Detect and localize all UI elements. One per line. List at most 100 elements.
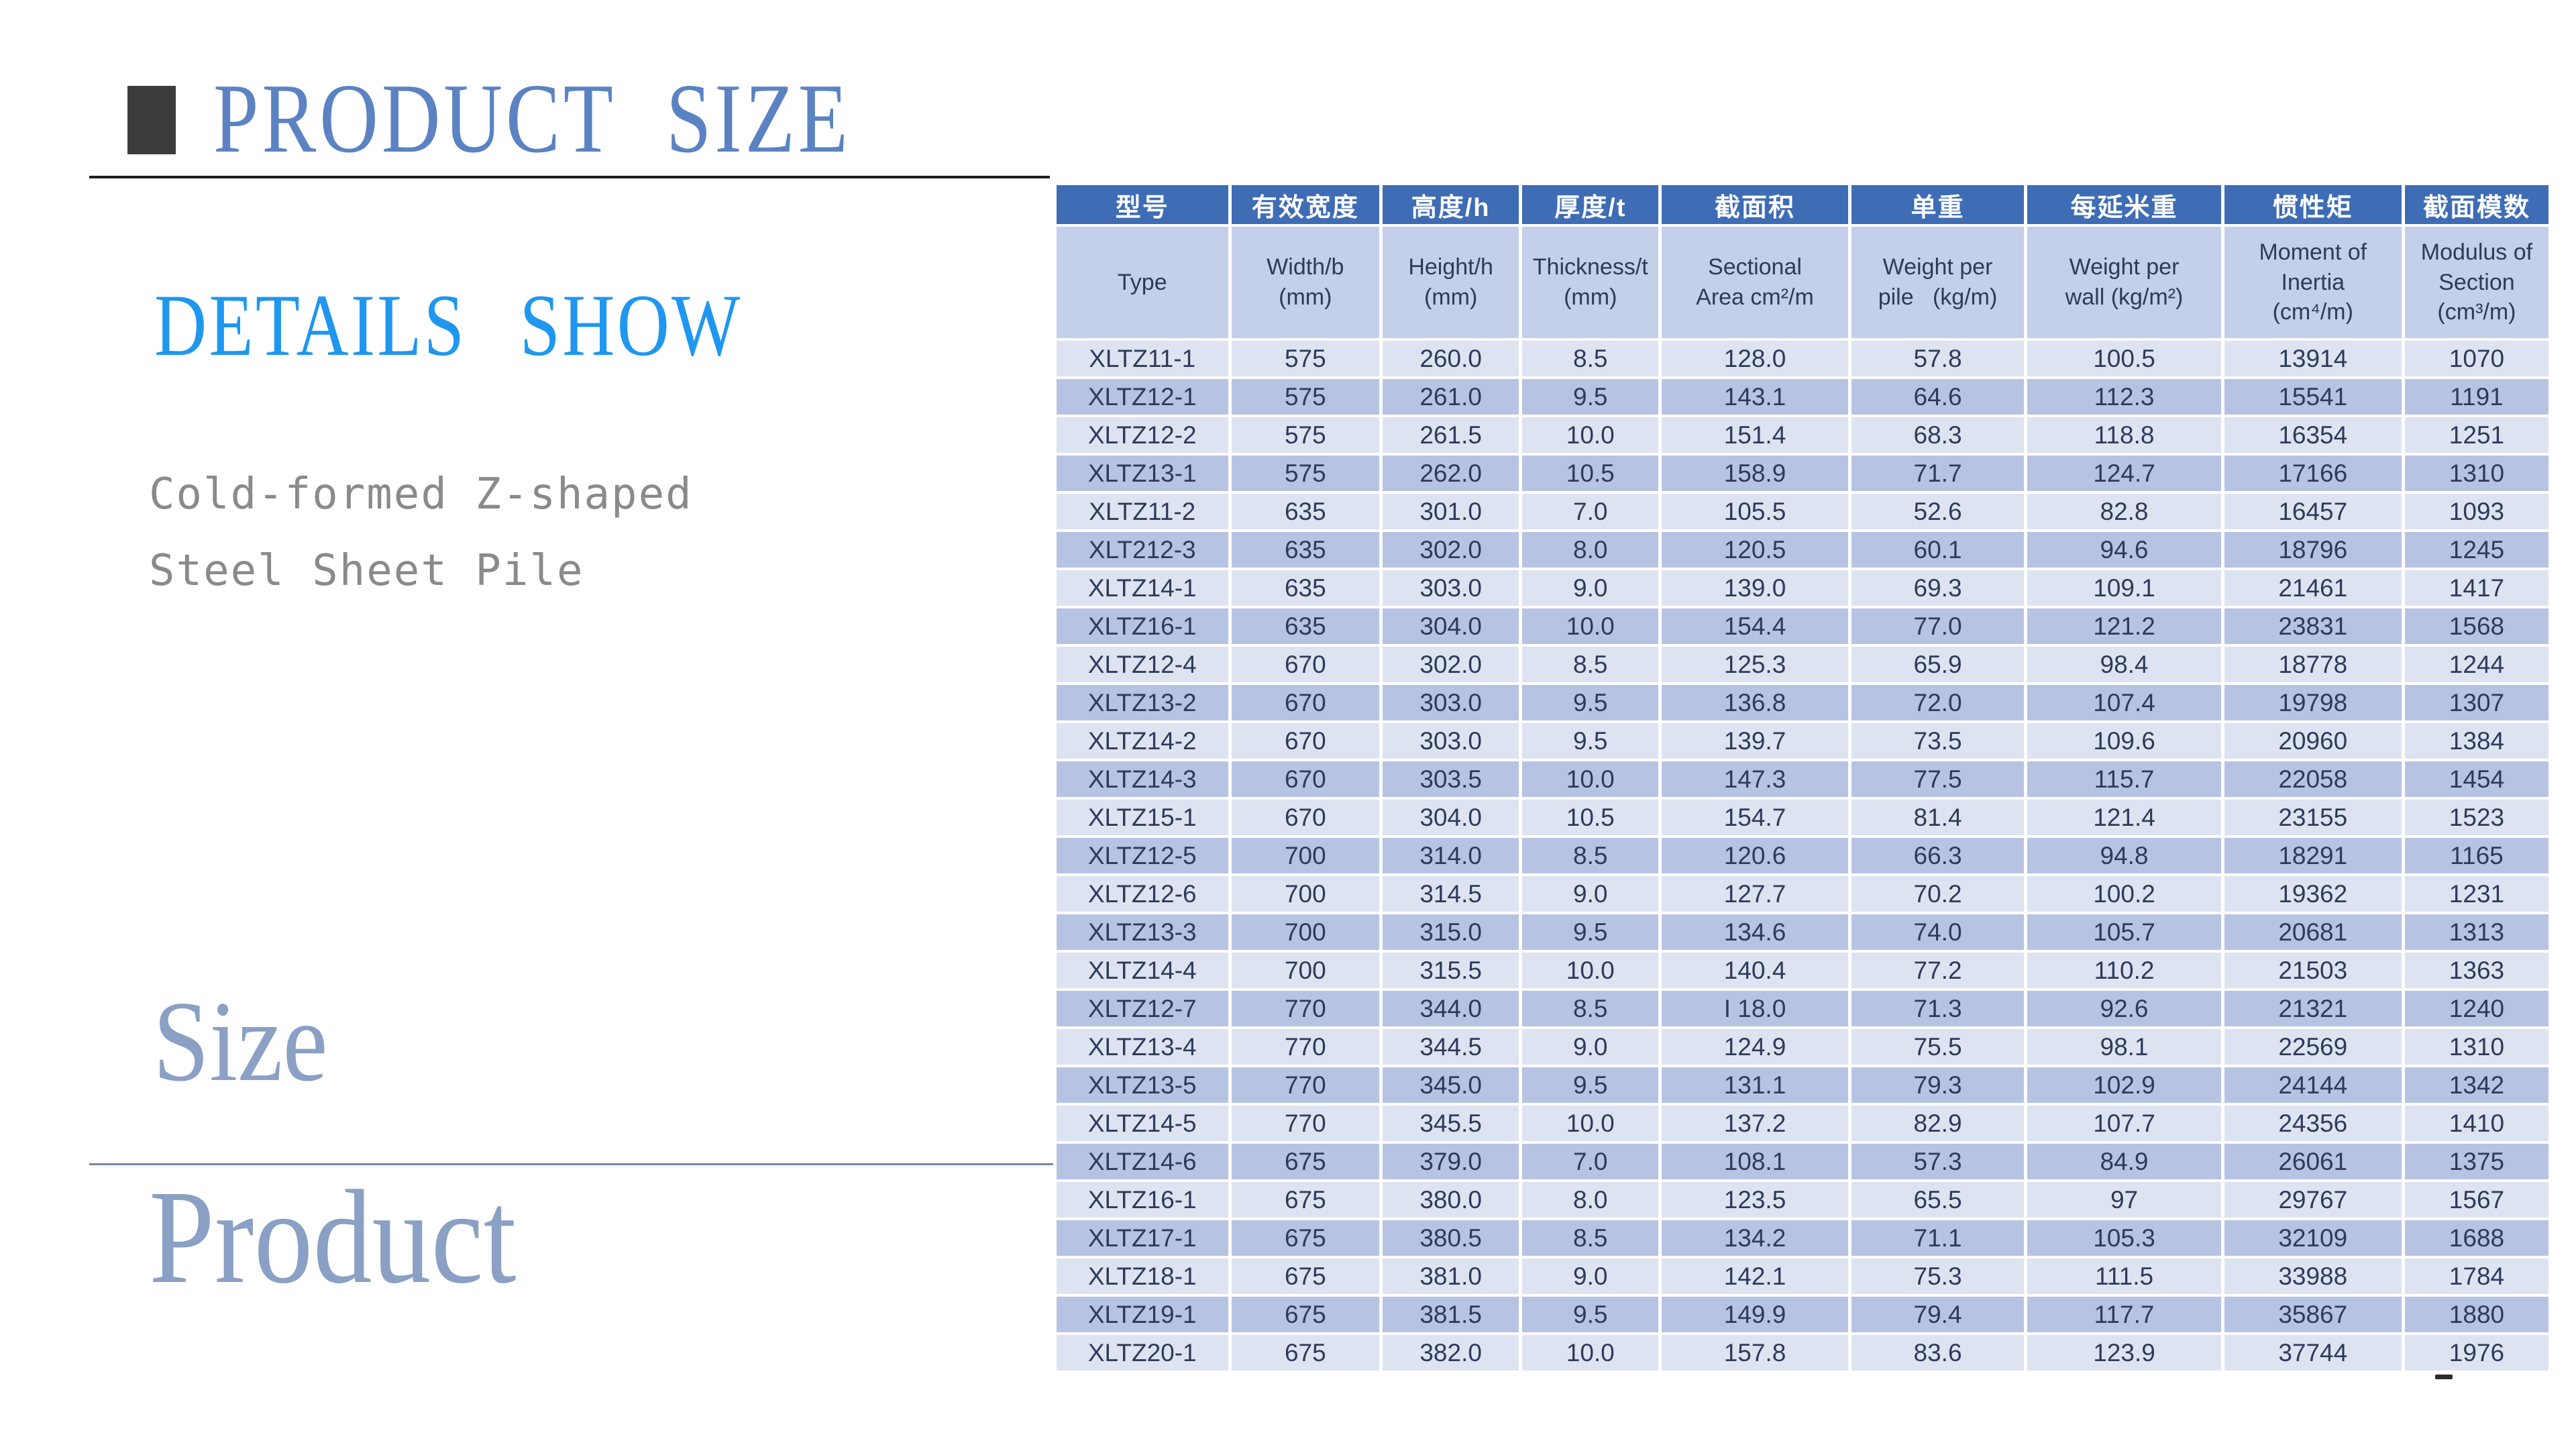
value-cell: 142.1 xyxy=(1662,1258,1848,1294)
value-cell: 65.9 xyxy=(1851,647,2025,682)
type-cell: XLTZ13-2 xyxy=(1057,685,1228,720)
value-cell: 700 xyxy=(1231,914,1380,950)
value-cell: 1070 xyxy=(2404,341,2548,376)
value-cell: 92.6 xyxy=(2027,991,2221,1026)
value-cell: 10.0 xyxy=(1522,953,1659,988)
type-cell: XLTZ13-3 xyxy=(1057,914,1228,950)
table-row: XLTZ14-6 675 379.0 7.0 108.1 57.3 84.9 26061 137… xyxy=(1057,1144,2548,1179)
type-cell: XLTZ12-6 xyxy=(1057,876,1228,912)
value-cell: 381.0 xyxy=(1383,1258,1519,1294)
description-line-2: Steel Sheet Pile xyxy=(149,546,584,596)
type-cell: XLTZ13-5 xyxy=(1057,1067,1228,1103)
value-cell: 107.7 xyxy=(2027,1106,2221,1141)
type-cell: XLTZ14-6 xyxy=(1057,1144,1228,1179)
value-cell: 303.0 xyxy=(1383,685,1519,720)
value-cell: 37744 xyxy=(2224,1335,2402,1371)
table-row: XLTZ20-1 675 382.0 10.0 157.8 83.6 123.9 37744 1… xyxy=(1057,1335,2548,1371)
value-cell: 79.3 xyxy=(1851,1067,2025,1103)
col-header-en-line: Sectional xyxy=(1708,254,1802,280)
value-cell: 10.0 xyxy=(1522,761,1659,797)
value-cell: 7.0 xyxy=(1522,1144,1659,1179)
value-cell: 670 xyxy=(1231,647,1380,682)
type-cell: XLTZ16-1 xyxy=(1057,608,1228,644)
value-cell: 134.2 xyxy=(1662,1220,1848,1256)
value-cell: 1784 xyxy=(2404,1258,2548,1294)
type-cell: XLTZ18-1 xyxy=(1057,1258,1228,1294)
value-cell: 110.2 xyxy=(2027,953,2221,988)
value-cell: 10.0 xyxy=(1522,1335,1659,1371)
value-cell: 1165 xyxy=(2404,838,2548,873)
value-cell: 57.8 xyxy=(1851,341,2025,376)
value-cell: 1342 xyxy=(2404,1067,2548,1103)
value-cell: 575 xyxy=(1231,379,1380,415)
col-header-en-line: (cm⁴/m) xyxy=(2272,299,2353,325)
value-cell: 21503 xyxy=(2224,953,2402,988)
value-cell: 16457 xyxy=(2224,494,2402,529)
col-header-zh: 单重 xyxy=(1851,185,2025,224)
value-cell: 124.9 xyxy=(1662,1029,1848,1065)
value-cell: 675 xyxy=(1231,1144,1380,1179)
value-cell: 17166 xyxy=(2224,455,2402,491)
type-cell: XLTZ14-3 xyxy=(1057,761,1228,797)
value-cell: 302.0 xyxy=(1383,532,1519,568)
value-cell: 115.7 xyxy=(2027,761,2221,797)
value-cell: 94.6 xyxy=(2027,532,2221,568)
value-cell: 105.5 xyxy=(1662,494,1848,529)
value-cell: 575 xyxy=(1231,341,1380,376)
value-cell: 70.2 xyxy=(1851,876,2025,912)
col-header-en: Height/h (mm) xyxy=(1383,227,1519,338)
value-cell: 1310 xyxy=(2404,1029,2548,1065)
value-cell: 314.0 xyxy=(1383,838,1519,873)
value-cell: 10.0 xyxy=(1522,608,1659,644)
value-cell: 158.9 xyxy=(1662,455,1848,491)
value-cell: 83.6 xyxy=(1851,1335,2025,1371)
type-cell: XLTZ13-4 xyxy=(1057,1029,1228,1065)
value-cell: 10.5 xyxy=(1522,455,1659,491)
value-cell: 16354 xyxy=(2224,417,2402,453)
type-cell: XLTZ20-1 xyxy=(1057,1335,1228,1371)
value-cell: 675 xyxy=(1231,1220,1380,1256)
value-cell: 675 xyxy=(1231,1258,1380,1294)
value-cell: 262.0 xyxy=(1383,455,1519,491)
table-row: XLTZ13-5 770 345.0 9.5 131.1 79.3 102.9 24144 13… xyxy=(1057,1067,2548,1103)
value-cell: 344.5 xyxy=(1383,1029,1519,1065)
value-cell: 315.5 xyxy=(1383,953,1519,988)
col-header-en-line: Section xyxy=(2438,269,2515,295)
value-cell: 1231 xyxy=(2404,876,2548,912)
value-cell: 9.5 xyxy=(1522,685,1659,720)
value-cell: 82.8 xyxy=(2027,494,2221,529)
value-cell: 102.9 xyxy=(2027,1067,2221,1103)
value-cell: 74.0 xyxy=(1851,914,2025,950)
col-header-en-line: (mm) xyxy=(1279,284,1332,310)
value-cell: 112.3 xyxy=(2027,379,2221,415)
value-cell: 1313 xyxy=(2404,914,2548,950)
value-cell: 77.5 xyxy=(1851,761,2025,797)
value-cell: 71.3 xyxy=(1851,991,2025,1026)
value-cell: 20960 xyxy=(2224,723,2402,759)
table-body: XLTZ11-1 575 260.0 8.5 128.0 57.8 100.5 13914 10… xyxy=(1057,341,2548,1371)
table-row: XLTZ11-2 635 301.0 7.0 105.5 52.6 82.8 16457 109… xyxy=(1057,494,2548,529)
value-cell: 22569 xyxy=(2224,1029,2402,1065)
value-cell: 1191 xyxy=(2404,379,2548,415)
col-header-en-line: wall (kg/m²) xyxy=(2065,284,2184,310)
value-cell: 77.0 xyxy=(1851,608,2025,644)
value-cell: 7.0 xyxy=(1522,494,1659,529)
col-header-en-line: Width/b xyxy=(1267,254,1344,280)
value-cell: 123.5 xyxy=(1662,1182,1848,1218)
value-cell: 108.1 xyxy=(1662,1144,1848,1179)
value-cell: 21321 xyxy=(2224,991,2402,1026)
value-cell: 575 xyxy=(1231,417,1380,453)
value-cell: 380.0 xyxy=(1383,1182,1519,1218)
value-cell: 125.3 xyxy=(1662,647,1848,682)
table-row: XLTZ14-2 670 303.0 9.5 139.7 73.5 109.6 20960 13… xyxy=(1057,723,2548,759)
col-header-en: Moment of Inertia (cm⁴/m) xyxy=(2224,227,2402,338)
type-cell: XLTZ12-5 xyxy=(1057,838,1228,873)
table-row: XLTZ16-1 635 304.0 10.0 154.4 77.0 121.2 23831 1… xyxy=(1057,608,2548,644)
value-cell: 84.9 xyxy=(2027,1144,2221,1179)
value-cell: 147.3 xyxy=(1662,761,1848,797)
value-cell: 345.5 xyxy=(1383,1106,1519,1141)
watermark-divider-line xyxy=(89,1163,1053,1165)
value-cell: 66.3 xyxy=(1851,838,2025,873)
value-cell: 127.7 xyxy=(1662,876,1848,912)
table-row: XLTZ18-1 675 381.0 9.0 142.1 75.3 111.5 33988 17… xyxy=(1057,1258,2548,1294)
